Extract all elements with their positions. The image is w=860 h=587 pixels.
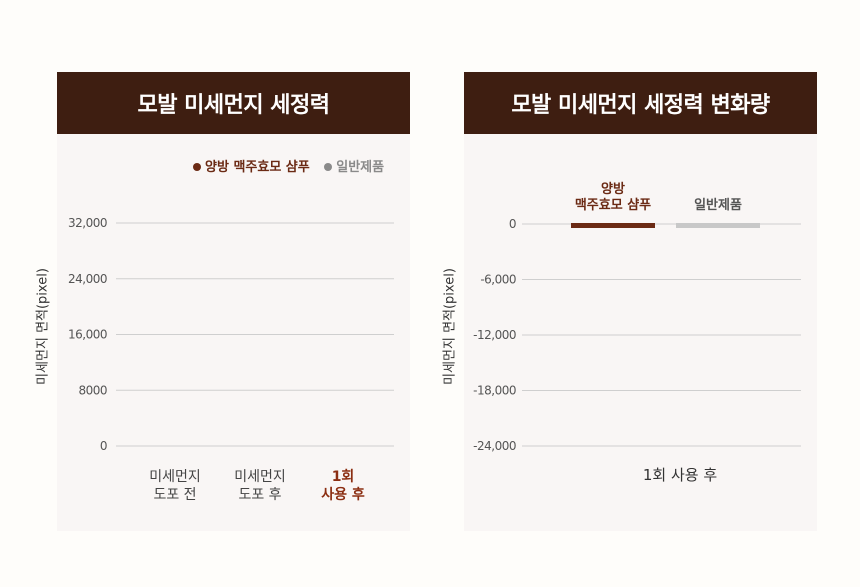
y-tick-label: 8000 <box>78 383 107 397</box>
legend-label: 일반제품 <box>336 160 385 175</box>
series-label-general: 일반제품 <box>694 198 742 213</box>
y-tick-label: 24,000 <box>68 272 107 286</box>
x-category-label: 1회 사용 후 <box>642 466 718 484</box>
legend-dot-icon <box>193 162 201 171</box>
y-axis-label: 미세먼지 면적(pixel) <box>35 268 51 385</box>
chart-plot-area: 0 8000 16,000 24,000 32,000 <box>68 216 394 453</box>
y-tick-label: 0 <box>100 439 107 453</box>
x-category-label: 미세먼지 도포 후 <box>220 468 300 504</box>
legend-dot-icon <box>324 162 333 171</box>
x-category-line: 도포 전 <box>153 487 197 503</box>
chart-title: 모발 미세먼지 세정력 변화량 <box>464 72 817 134</box>
bar-general <box>676 223 760 228</box>
y-tick-label: -12,000 <box>473 328 516 342</box>
y-tick-label: -6,000 <box>480 273 516 287</box>
legend-item-general: 일반제품 <box>324 160 384 175</box>
x-category-line: 사용 후 <box>321 487 365 503</box>
x-category-line: 도포 후 <box>238 487 282 503</box>
x-category-line: 미세먼지 <box>234 469 286 485</box>
y-tick-label: 32,000 <box>68 216 107 230</box>
y-tick-label: 16,000 <box>68 328 107 342</box>
y-tick-label: 0 <box>509 217 516 231</box>
y-axis-label: 미세먼지 면적(pixel) <box>442 268 458 385</box>
chart-panel-cleaning-power: 모발 미세먼지 세정력 0 8000 16,000 24,000 32,000 양방 맥… <box>57 72 410 531</box>
bar-yangbang <box>571 223 655 228</box>
y-tick-label: -18,000 <box>473 384 516 398</box>
chart-title: 모발 미세먼지 세정력 <box>57 72 410 134</box>
chart-panel-cleaning-change: 모발 미세먼지 세정력 변화량 0 -6,000 -12,000 -18,000 -24… <box>464 72 817 531</box>
legend: 양방 맥주효모 샴푸 일반제품 <box>193 156 384 175</box>
x-category-line: 미세먼지 <box>149 469 201 485</box>
legend-item-yangbang: 양방 맥주효모 샴푸 <box>193 160 314 175</box>
chart-plot-area: 0 -6,000 -12,000 -18,000 -24,000 <box>473 217 801 453</box>
y-tick-label: -24,000 <box>473 439 516 453</box>
series-label-yangbang: 양방 맥주효모 샴푸 <box>574 182 652 213</box>
legend-label: 양방 맥주효모 샴푸 <box>205 160 310 175</box>
x-category-label: 1회 사용 후 <box>303 468 383 504</box>
x-category-label: 미세먼지 도포 전 <box>135 468 215 504</box>
x-category-line: 1회 <box>331 469 355 485</box>
